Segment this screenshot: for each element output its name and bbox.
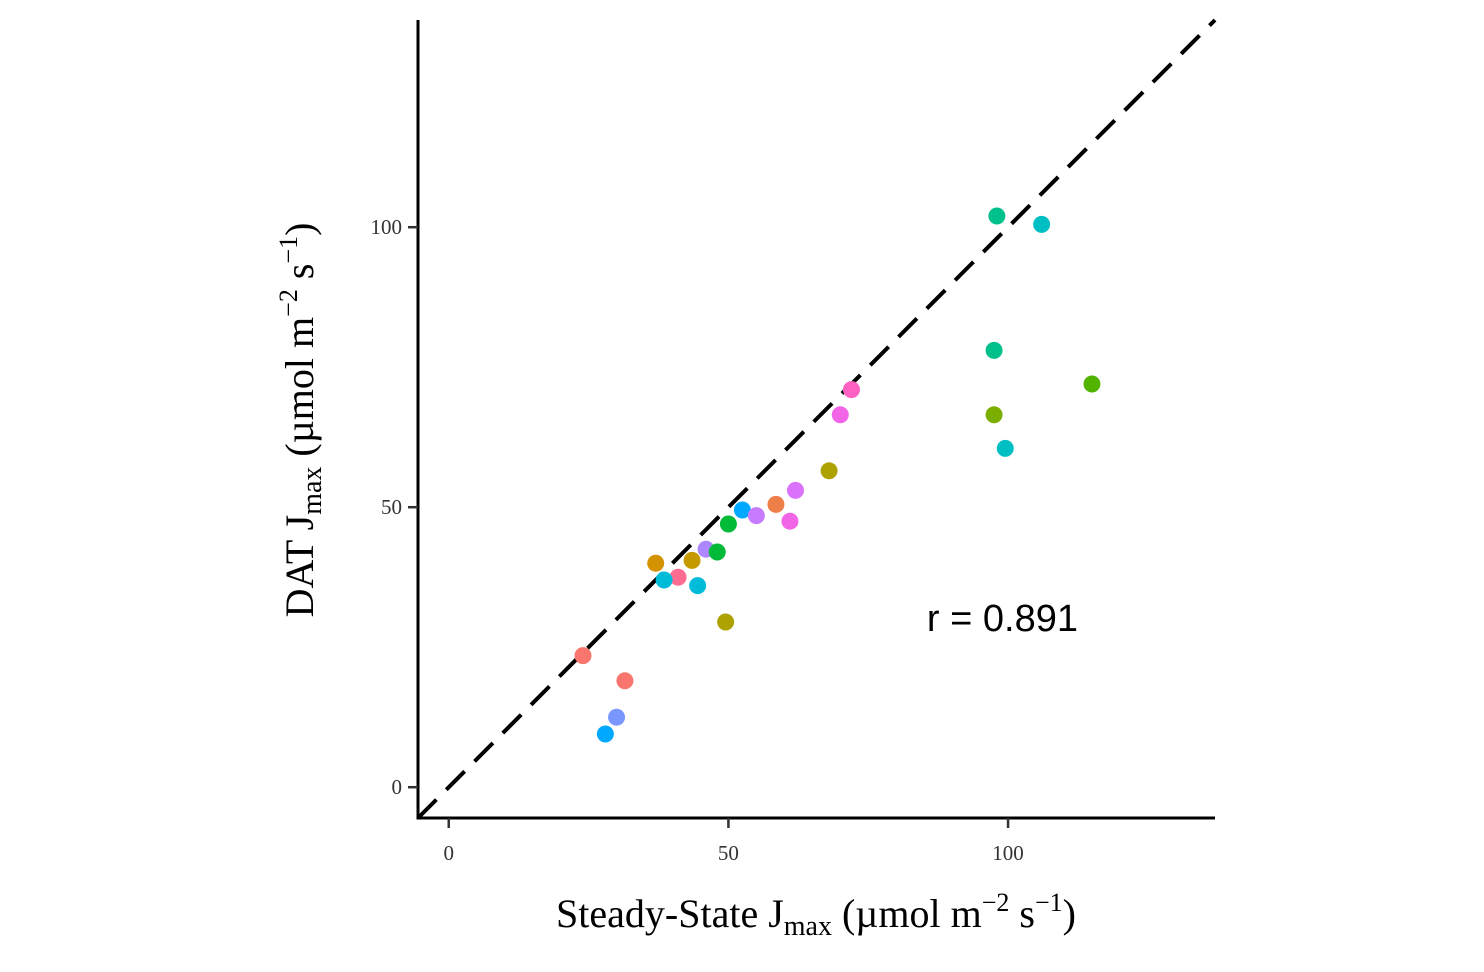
x-title-main: Steady-State J <box>556 891 784 936</box>
data-point <box>655 571 673 589</box>
data-point <box>669 568 687 586</box>
x-title-unit-open: (µmol m <box>832 891 982 936</box>
data-point <box>1033 215 1051 233</box>
y-title-exp2: −1 <box>274 236 303 264</box>
data-point <box>717 613 735 631</box>
y-title-unit-open: (µmol m <box>277 317 322 467</box>
x-tick-label: 50 <box>718 841 739 865</box>
data-point <box>574 647 592 665</box>
y-tick-label: 100 <box>371 215 403 239</box>
data-point <box>689 577 707 595</box>
data-point <box>616 672 634 690</box>
data-point <box>747 507 765 525</box>
correlation-annotation: r = 0.891 <box>927 598 1078 640</box>
x-tick-label: 100 <box>992 841 1024 865</box>
data-point <box>988 207 1006 225</box>
data-point <box>985 341 1003 359</box>
axes-layer <box>416 20 1215 820</box>
data-point <box>781 512 799 530</box>
data-point <box>842 381 860 399</box>
x-title-exp2: −1 <box>1035 888 1063 917</box>
y-axis-title: DAT Jmax (µmol m−2 s−1) <box>274 223 328 618</box>
y-title-exp1: −2 <box>274 289 303 317</box>
x-tick-label: 0 <box>444 841 455 865</box>
y-title-unit-close: ) <box>277 223 322 236</box>
x-axis-title: Steady-State Jmax (µmol m−2 s−1) <box>556 888 1076 942</box>
x-title-unit-mid: s <box>1009 891 1035 936</box>
data-point <box>647 554 665 572</box>
data-points-layer <box>574 207 1101 743</box>
y-tick-label: 0 <box>392 775 403 799</box>
data-point <box>767 495 785 513</box>
data-point <box>820 462 838 480</box>
x-title-exp1: −2 <box>982 888 1010 917</box>
data-point <box>719 515 737 533</box>
y-title-unit-mid: s <box>277 264 322 290</box>
data-point <box>596 725 614 743</box>
y-title-sub: max <box>297 467 328 515</box>
x-title-sub: max <box>784 911 832 942</box>
data-point <box>733 501 751 519</box>
data-point <box>996 439 1014 457</box>
ticks-layer: 0 50 100 0 50 100 <box>371 215 1024 865</box>
data-point <box>831 406 849 424</box>
data-point <box>683 551 701 569</box>
y-tick-label: 50 <box>381 495 402 519</box>
data-point <box>1083 375 1101 393</box>
data-point <box>708 543 726 561</box>
reference-line-layer <box>416 18 1217 820</box>
x-title-unit-close: ) <box>1063 891 1076 936</box>
data-point <box>787 481 805 499</box>
y-title-main: DAT J <box>277 515 322 618</box>
one-to-one-reference-line <box>416 18 1217 820</box>
data-point <box>608 708 626 726</box>
data-point <box>985 406 1003 424</box>
